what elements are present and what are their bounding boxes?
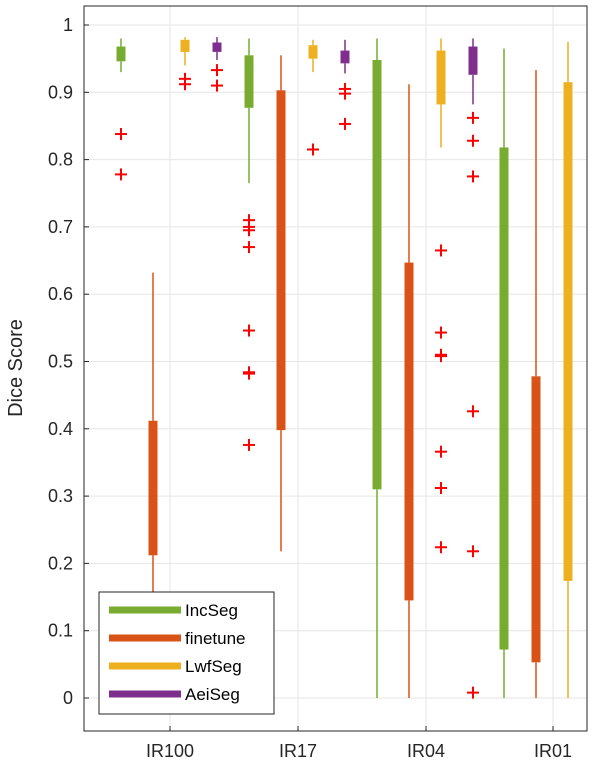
aeiseg-outlier-marker — [467, 134, 479, 147]
aeiseg-outlier-marker — [339, 117, 351, 130]
x-tick-label: IR04 — [407, 741, 445, 761]
y-tick-label: 0.6 — [48, 284, 73, 304]
aeiseg-outlier-marker — [467, 686, 479, 699]
lwfseg-outlier-marker — [307, 143, 319, 156]
aeiseg-box — [212, 42, 222, 52]
y-tick-label: 0.7 — [48, 217, 73, 237]
box-group — [116, 37, 573, 698]
y-tick-label: 1 — [63, 15, 73, 35]
incseg-box — [372, 59, 382, 490]
lwfseg-box — [563, 82, 573, 581]
finetune-box — [404, 262, 414, 601]
lwfseg-box — [180, 39, 190, 52]
aeiseg-box — [468, 46, 478, 75]
legend-label-aeiseg: AeiSeg — [185, 685, 240, 704]
y-axis-title: Dice Score — [5, 319, 27, 417]
incseg-box — [499, 147, 509, 650]
x-tick-label: IR01 — [534, 741, 572, 761]
x-tick-label: IR17 — [279, 741, 317, 761]
grid-lines — [84, 6, 587, 731]
finetune-box — [148, 420, 158, 556]
legend-label-lwfseg: LwfSeg — [185, 657, 242, 676]
lwfseg-box — [308, 45, 318, 59]
aeiseg-outlier-marker — [467, 111, 479, 124]
y-tick-label: 0.2 — [48, 553, 73, 573]
legend-label-finetune: finetune — [185, 629, 246, 648]
x-tick-label: IR100 — [146, 741, 194, 761]
x-axis-ticks: IR100 IR17 IR04 IR01 — [146, 726, 572, 761]
lwfseg-outlier-marker — [179, 78, 191, 91]
finetune-box — [531, 376, 541, 663]
incseg-outlier-marker — [243, 224, 255, 237]
aeiseg-outlier-marker — [467, 405, 479, 418]
lwfseg-outlier-marker — [435, 482, 447, 495]
incseg-box — [244, 55, 254, 108]
y-tick-label: 0.9 — [48, 82, 73, 102]
aeiseg-outlier-marker — [211, 79, 223, 92]
incseg-box — [116, 46, 126, 62]
outlier-group — [115, 64, 479, 699]
legend-label-incseg: IncSeg — [185, 601, 238, 620]
incseg-outlier-marker — [243, 324, 255, 337]
plot-frame — [83, 5, 588, 732]
aeiseg-outlier-marker — [339, 87, 351, 100]
lwfseg-outlier-marker — [435, 541, 447, 554]
y-tick-label: 0.8 — [48, 150, 73, 170]
aeiseg-outlier-marker — [211, 64, 223, 77]
lwfseg-box — [436, 50, 446, 105]
y-tick-label: 0 — [63, 688, 73, 708]
y-tick-label: 0.1 — [48, 621, 73, 641]
aeiseg-outlier-marker — [467, 170, 479, 183]
lwfseg-outlier-marker — [435, 244, 447, 257]
aeiseg-box — [340, 50, 350, 64]
incseg-outlier-marker — [115, 128, 127, 141]
incseg-outlier-marker — [243, 241, 255, 254]
incseg-outlier-marker — [115, 168, 127, 181]
y-axis-ticks: 0 0.1 0.2 0.3 0.4 0.5 0.6 0.7 0.8 0.9 1 — [48, 15, 89, 708]
lwfseg-outlier-marker — [435, 326, 447, 339]
legend: IncSeg finetune LwfSeg AeiSeg — [98, 591, 275, 715]
lwfseg-outlier-marker — [435, 350, 447, 363]
y-tick-label: 0.5 — [48, 352, 73, 372]
aeiseg-outlier-marker — [467, 545, 479, 558]
incseg-outlier-marker — [243, 367, 255, 380]
incseg-outlier-marker — [243, 438, 255, 451]
y-tick-label: 0.3 — [48, 486, 73, 506]
y-tick-label: 0.4 — [48, 419, 73, 439]
lwfseg-outlier-marker — [435, 445, 447, 458]
